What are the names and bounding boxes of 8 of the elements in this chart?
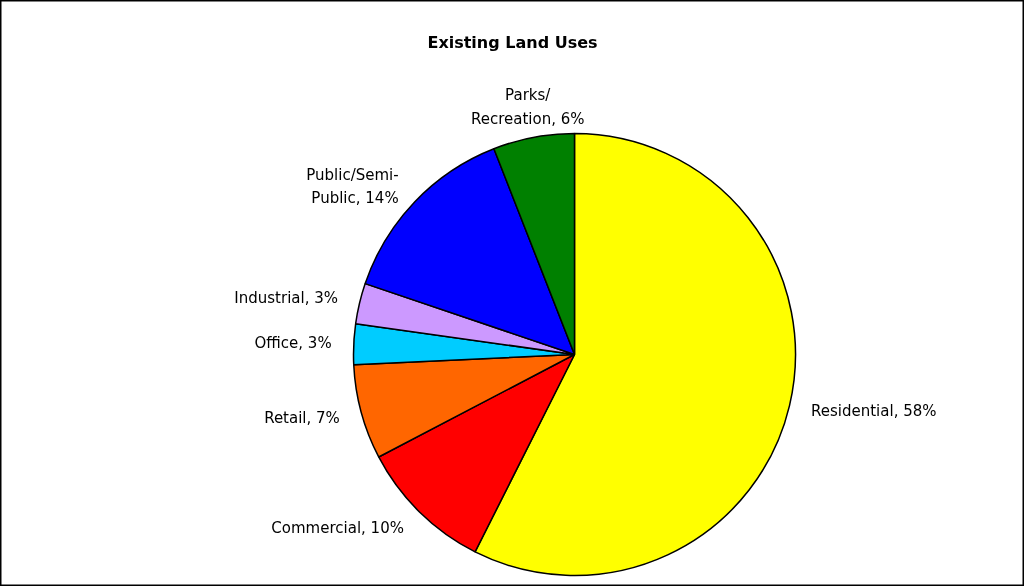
slice-label: Retail, 7%	[264, 409, 340, 428]
slice-label: Office, 3%	[254, 334, 332, 353]
slice-label: Parks/Recreation, 6%	[470, 86, 585, 128]
slice-label: Residential, 58%	[811, 401, 937, 420]
chart-title: Existing Land Uses	[427, 33, 598, 52]
slice-label: Commercial, 10%	[271, 518, 404, 537]
slice-label: Public/Semi-Public, 14%	[306, 165, 399, 208]
slice-label: Industrial, 3%	[234, 289, 338, 308]
